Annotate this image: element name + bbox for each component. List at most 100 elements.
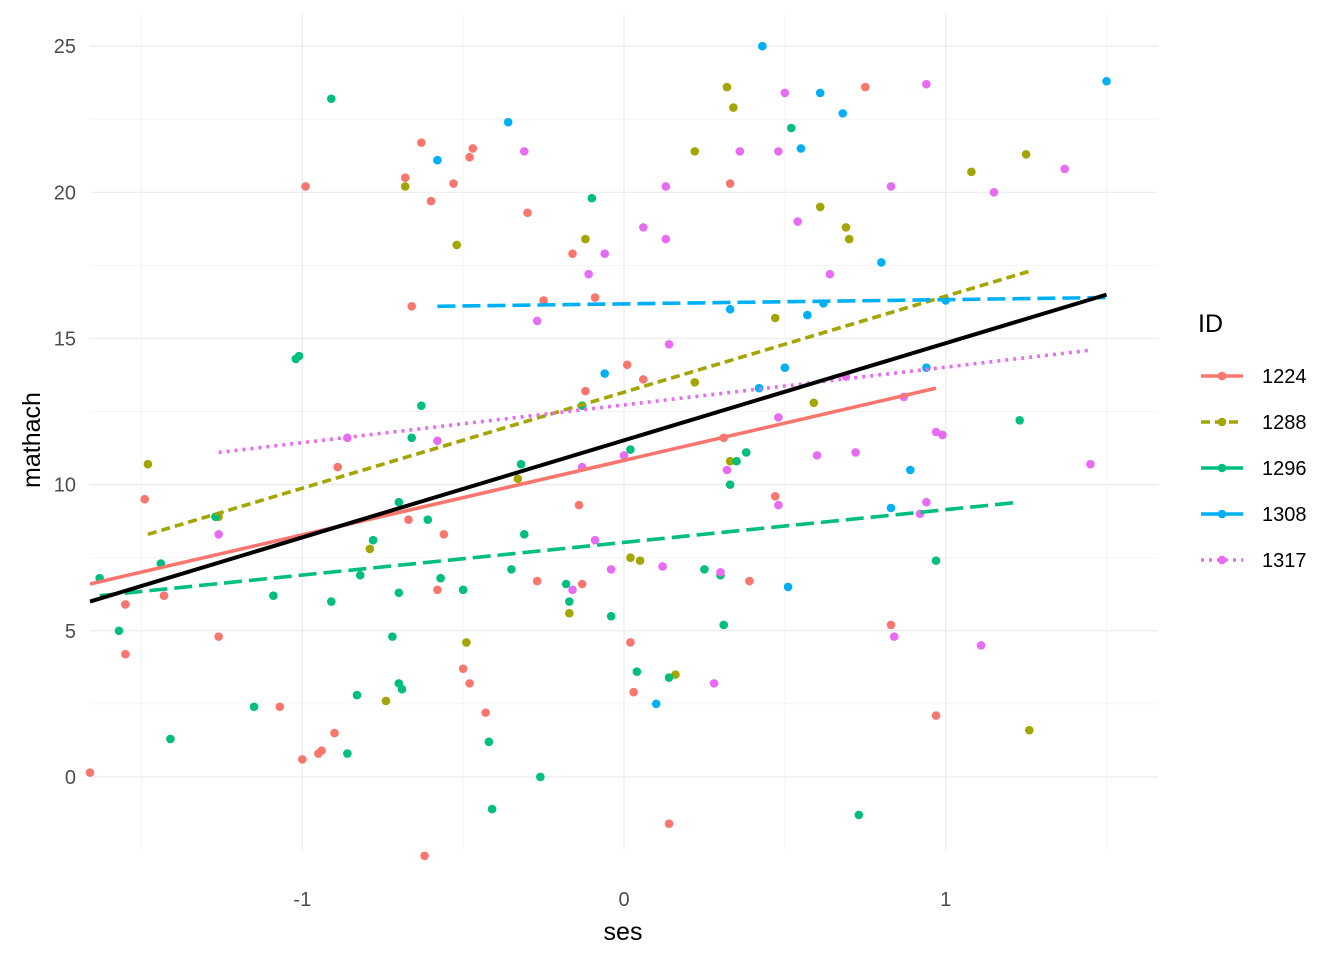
x-tick-label: -1 — [293, 889, 311, 911]
data-point-1296 — [854, 810, 864, 820]
data-point-1224 — [404, 515, 413, 524]
legend-item-1296: 1296 — [1201, 458, 1307, 480]
data-point-1308 — [796, 144, 806, 153]
data-point-1317 — [600, 249, 609, 258]
data-point-1296 — [436, 573, 445, 583]
data-point-1308 — [433, 155, 442, 165]
legend-item-1308: 1308 — [1201, 504, 1307, 526]
legend-item-1224: 1224 — [1201, 366, 1307, 388]
data-point-1288 — [143, 459, 153, 469]
data-point-1224 — [458, 664, 468, 674]
data-point-1317 — [722, 465, 732, 475]
data-point-1317 — [886, 182, 896, 191]
data-point-1288 — [365, 544, 375, 554]
data-point-1288 — [729, 103, 738, 112]
data-point-1296 — [587, 193, 597, 203]
data-point-1224 — [770, 492, 780, 501]
data-point-1317 — [568, 585, 577, 595]
data-point-1224 — [581, 386, 590, 396]
legend-title: ID — [1198, 310, 1223, 338]
data-point-1288 — [815, 202, 825, 212]
data-point-1296 — [326, 597, 336, 606]
data-point-1224 — [449, 179, 458, 188]
scatter-points — [85, 41, 1111, 861]
data-point-1224 — [590, 293, 600, 302]
data-point-1288 — [770, 313, 780, 323]
data-point-1308 — [877, 258, 886, 267]
legend-label: 1224 — [1262, 366, 1307, 388]
data-point-1317 — [976, 641, 986, 650]
data-point-1224 — [159, 591, 169, 600]
data-point-1224 — [622, 360, 632, 370]
legend-key-point — [1217, 371, 1227, 381]
data-point-1288 — [690, 147, 700, 156]
data-point-1317 — [606, 565, 616, 574]
data-point-1296 — [417, 401, 426, 410]
data-point-1224 — [577, 579, 587, 589]
data-point-1308 — [838, 109, 848, 118]
y-axis-title: mathach — [18, 392, 46, 488]
fit-line-1224 — [89, 386, 937, 586]
data-point-1317 — [774, 147, 783, 156]
data-point-1224 — [214, 632, 223, 641]
data-point-1296 — [458, 585, 468, 595]
data-point-1288 — [1021, 150, 1031, 159]
data-point-1288 — [626, 553, 635, 562]
data-point-1308 — [725, 304, 735, 314]
data-point-1296 — [519, 530, 529, 539]
data-point-1224 — [629, 687, 638, 697]
data-point-1288 — [1025, 725, 1034, 735]
data-point-1296 — [484, 737, 494, 747]
data-point-1296 — [626, 445, 635, 454]
data-point-1288 — [581, 234, 590, 244]
data-point-1296 — [732, 456, 741, 466]
data-point-1317 — [938, 430, 947, 440]
data-point-1224 — [860, 82, 870, 92]
x-axis-ticks: -1 0 1 — [293, 889, 951, 911]
data-point-1224 — [664, 819, 674, 828]
data-point-1224 — [333, 462, 342, 472]
data-point-1296 — [507, 565, 516, 574]
data-point-1317 — [851, 448, 860, 457]
data-point-1317 — [716, 568, 725, 577]
data-point-1308 — [906, 465, 915, 475]
data-point-1296 — [632, 667, 642, 676]
legend-key-point — [1217, 463, 1227, 473]
data-point-1224 — [639, 375, 648, 384]
data-point-1317 — [590, 535, 600, 545]
data-point-1317 — [433, 436, 442, 446]
data-point-1317 — [639, 223, 648, 232]
data-point-1296 — [114, 626, 124, 636]
data-point-1317 — [619, 451, 629, 460]
data-point-1296 — [388, 632, 397, 641]
data-point-1308 — [815, 88, 825, 98]
data-point-1288 — [725, 456, 735, 466]
data-point-1317 — [931, 427, 941, 437]
data-point-1317 — [661, 182, 671, 191]
data-point-1224 — [439, 530, 449, 539]
data-point-1288 — [722, 82, 732, 92]
data-point-1308 — [886, 503, 896, 513]
data-point-1317 — [989, 188, 999, 197]
data-point-1288 — [452, 240, 462, 250]
data-point-1296 — [397, 684, 407, 694]
legend-key-point — [1217, 509, 1227, 519]
legend-label: 1317 — [1262, 550, 1307, 572]
data-point-1296 — [565, 597, 574, 606]
data-point-1288 — [671, 670, 680, 679]
overall-fit-line — [89, 292, 1108, 604]
data-point-1296 — [352, 690, 362, 700]
data-point-1296 — [368, 535, 378, 545]
data-point-1224 — [417, 138, 426, 147]
data-point-1308 — [803, 310, 812, 320]
data-point-1296 — [1015, 416, 1024, 425]
y-axis-ticks: 0 5 10 15 20 25 — [54, 36, 76, 789]
fit-line-1308 — [437, 295, 1107, 309]
data-point-1317 — [825, 269, 835, 279]
data-point-1317 — [922, 79, 931, 89]
data-point-1224 — [931, 711, 941, 720]
fit-line-1288 — [147, 269, 1030, 537]
data-point-1224 — [465, 152, 474, 162]
fit-line-1296 — [99, 500, 1020, 598]
data-point-1296 — [786, 123, 796, 133]
